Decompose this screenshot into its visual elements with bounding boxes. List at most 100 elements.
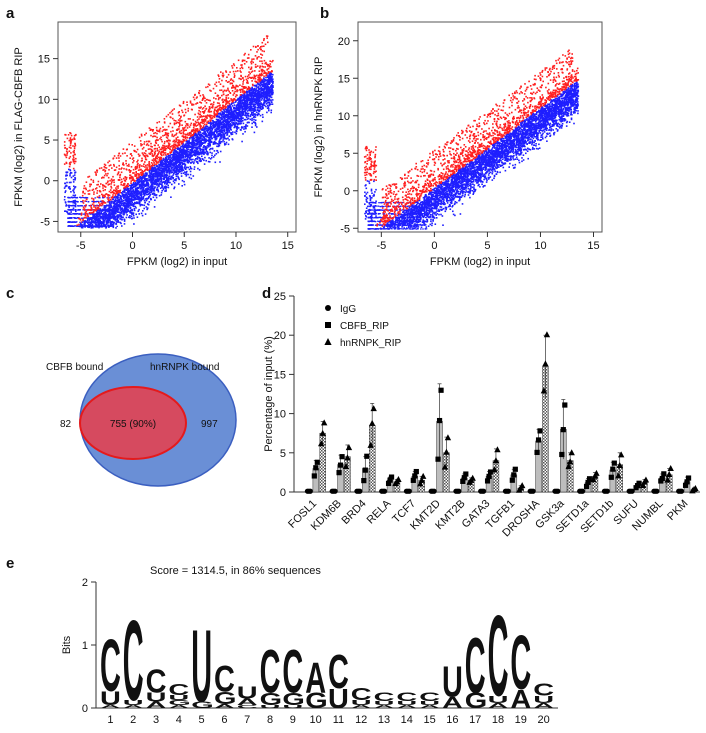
point (74, 177, 77, 180)
point (242, 133, 244, 135)
point (114, 193, 117, 195)
point (133, 199, 136, 201)
point (186, 137, 189, 139)
point (98, 212, 101, 215)
point (201, 155, 203, 158)
point (202, 129, 204, 131)
point (167, 147, 170, 149)
point (71, 225, 74, 227)
point (184, 152, 187, 154)
point (146, 166, 148, 168)
point (228, 102, 231, 105)
point (119, 196, 122, 198)
point (149, 193, 151, 196)
point (193, 146, 195, 149)
point (187, 162, 190, 164)
point (159, 168, 161, 171)
point (172, 174, 174, 177)
point (237, 102, 240, 105)
point (70, 209, 72, 211)
point (80, 221, 83, 223)
point (219, 138, 221, 141)
point (70, 181, 72, 184)
point (123, 223, 126, 225)
point (80, 197, 82, 199)
point (108, 215, 111, 217)
point (128, 216, 130, 219)
point (86, 213, 89, 216)
point (215, 127, 218, 129)
point (131, 211, 133, 214)
point (216, 150, 219, 152)
point (198, 151, 201, 154)
point (115, 198, 117, 200)
point (217, 118, 220, 121)
point (251, 83, 254, 86)
point (196, 142, 199, 145)
point (188, 126, 191, 128)
point (250, 107, 253, 109)
point (141, 186, 144, 188)
point (206, 117, 208, 119)
point (146, 164, 149, 166)
point (91, 226, 93, 229)
point (169, 140, 171, 142)
point (122, 209, 125, 212)
point (185, 140, 188, 143)
point (205, 149, 208, 152)
point (266, 88, 269, 90)
point (73, 225, 75, 227)
point (268, 101, 271, 103)
point (155, 194, 158, 196)
point (256, 109, 259, 111)
point (266, 93, 269, 96)
point (181, 159, 183, 162)
point (71, 221, 73, 223)
point (197, 112, 200, 115)
point (204, 129, 206, 131)
point (92, 198, 95, 200)
point (186, 133, 188, 136)
point (245, 116, 248, 119)
point (158, 150, 161, 153)
point (256, 113, 259, 116)
point (65, 171, 67, 174)
point (239, 129, 242, 131)
point (269, 94, 271, 96)
point (73, 169, 76, 172)
point (143, 183, 145, 186)
point (170, 196, 172, 198)
point (271, 89, 274, 92)
point (251, 119, 253, 122)
point (150, 177, 152, 179)
point (163, 173, 165, 175)
point (265, 79, 268, 81)
point (262, 80, 264, 82)
point (167, 158, 169, 160)
point (113, 192, 115, 195)
point (101, 203, 104, 206)
point (269, 82, 271, 85)
point (249, 88, 252, 90)
point (244, 93, 246, 95)
point (137, 187, 139, 190)
point (167, 167, 169, 169)
point (109, 223, 112, 225)
point (227, 115, 229, 117)
point (92, 217, 95, 220)
point (146, 208, 149, 210)
point (221, 131, 224, 134)
point (94, 223, 97, 225)
point (115, 206, 117, 209)
point (218, 123, 221, 126)
point (147, 169, 149, 171)
point (83, 220, 86, 223)
point (165, 183, 168, 185)
point (229, 122, 232, 125)
point (167, 186, 170, 189)
point (223, 142, 226, 145)
point (127, 202, 130, 204)
point (203, 145, 205, 147)
point (149, 153, 151, 155)
point (241, 101, 244, 104)
